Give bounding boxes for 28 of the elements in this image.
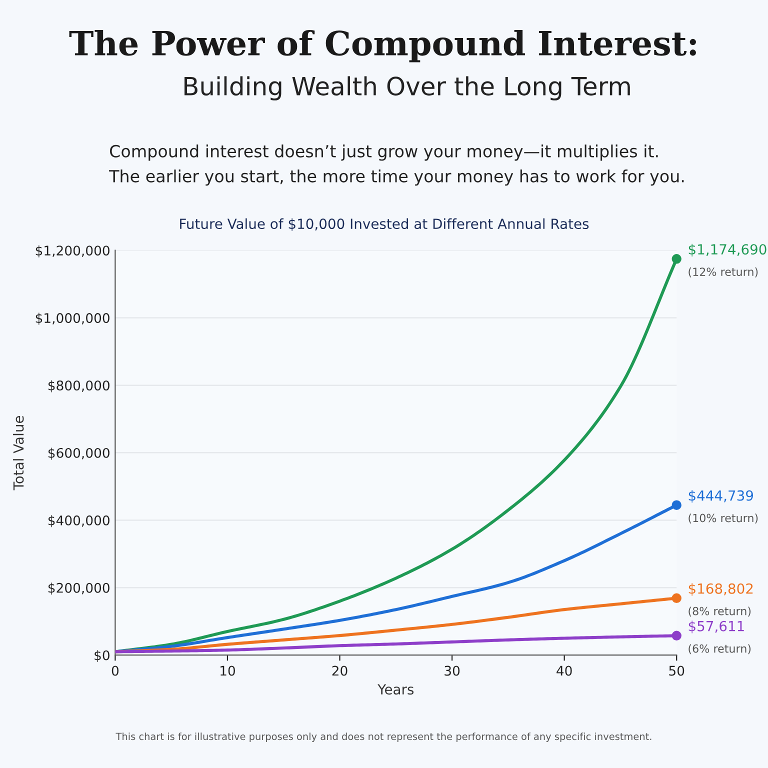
x-tick-label: 10 [220,666,235,676]
x-tick-label: 30 [444,666,460,676]
text: (10% return) [688,514,758,524]
y-tick-label: $1,000,000 [36,312,110,325]
x-axis-title: Years [378,684,414,695]
x-tick-label: 20 [332,666,348,676]
text: (12% return) [688,267,758,278]
y-axis-title: Total Value [13,416,24,490]
y-tick-label: $200,000 [48,582,110,595]
text: (6% return) [688,644,751,654]
chart-subtitle: Building Wealth Over the Long Term [184,76,630,100]
data-label: $57,611 [688,620,744,634]
data-label: $444,739 [688,490,754,503]
y-tick-label: $1,200,000 [36,245,110,258]
text: (8% return) [688,606,751,617]
x-tick-label: 0 [112,666,119,676]
y-tick-label: $600,000 [48,448,110,460]
x-tick-label: 50 [669,666,684,676]
y-tick-label: $800,000 [48,380,110,392]
text: This chart is for illustrative purposes only and does not represent the performance of any specific investment. [116,732,652,742]
y-tick-label: $0 [94,650,110,662]
y-tick-label: $400,000 [48,515,110,528]
data-label: $168,802 [688,583,753,596]
text: Future Value of $10,000 Invested at Different Annual Rates [180,218,589,231]
chart-title: The Power of Compound Interest: [69,30,696,62]
x-tick-label: 40 [556,666,572,676]
data-label: $1,174,690 [688,244,766,256]
text: Compound interest doesn’t just grow your money—it multiplies it. The earlier you start, the more time your money has to work for you. [109,144,684,186]
